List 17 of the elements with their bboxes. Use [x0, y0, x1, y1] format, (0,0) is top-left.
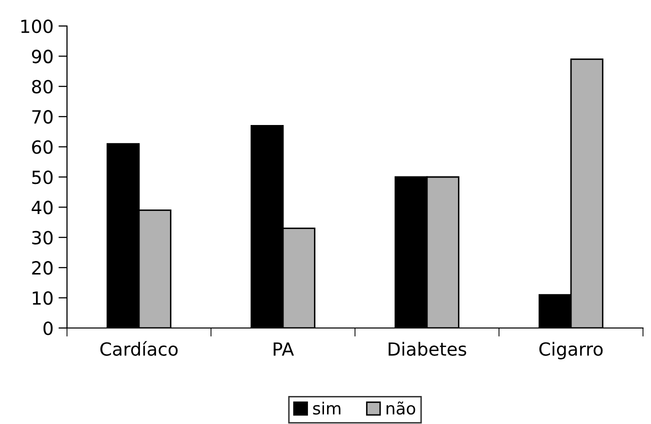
y-tick-label: 60: [32, 140, 53, 154]
y-tick-label: 0: [44, 321, 53, 336]
legend-label: sim: [313, 402, 340, 415]
y-tick-label: 30: [32, 230, 53, 245]
x-tick-label: PA: [274, 342, 294, 356]
x-tick-label: Cigarro: [539, 342, 603, 360]
y-tick-label: 50: [32, 170, 53, 184]
y-tick-label: 40: [32, 200, 53, 214]
y-tick-label: 20: [32, 261, 53, 275]
x-tick-label: Diabetes: [388, 342, 466, 356]
y-tick-label: 90: [32, 50, 53, 64]
x-tick-label: Cardíaco: [100, 341, 178, 356]
y-tick-label: 70: [32, 110, 53, 124]
y-tick-label: 100: [21, 19, 53, 34]
legend-label: não: [386, 401, 416, 415]
y-tick-label: 80: [32, 80, 53, 94]
y-tick-label: 10: [32, 291, 53, 305]
